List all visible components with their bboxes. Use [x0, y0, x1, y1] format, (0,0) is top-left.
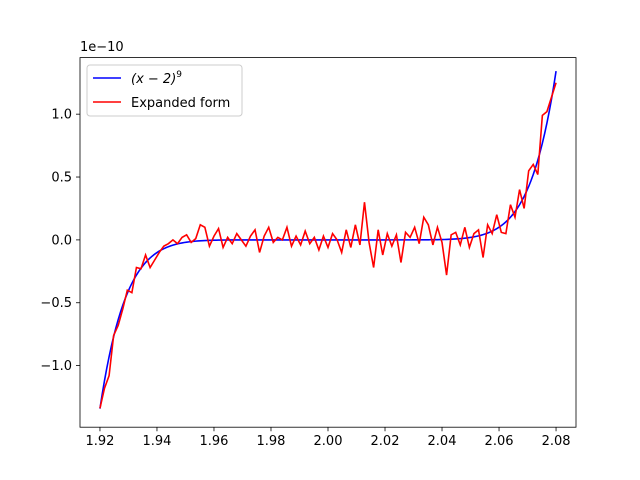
x-tick-label: 1.94 — [142, 434, 171, 449]
y-tick-label: −1.0 — [40, 359, 72, 374]
legend: (x − 2)9 Expanded form — [86, 64, 243, 117]
y-tick-label: −0.5 — [40, 296, 72, 311]
y-tick-label: 0.0 — [51, 233, 72, 248]
x-tick-label: 2.08 — [542, 434, 571, 449]
plot-lines — [99, 71, 557, 409]
x-tick-label: 1.98 — [257, 434, 286, 449]
x-tick-label: 2.00 — [314, 434, 343, 449]
series-line-expanded-form — [99, 82, 557, 409]
legend-label-power-form: (x − 2)9 — [131, 70, 182, 87]
x-tick-label: 1.92 — [85, 434, 114, 449]
x-tick-label: 2.02 — [371, 434, 400, 449]
x-tick-label: 1.96 — [200, 434, 229, 449]
y-tick-label: 1.0 — [51, 108, 72, 123]
x-tick-label: 2.06 — [485, 434, 514, 449]
legend-box — [86, 64, 243, 117]
y-axis-ticks: −1.0 −0.5 0.0 0.5 1.0 — [40, 108, 80, 374]
x-tick-label: 2.04 — [428, 434, 457, 449]
legend-label-expanded-form: Expanded form — [131, 96, 230, 111]
y-axis-scale-label: 1e−10 — [80, 40, 124, 55]
y-tick-label: 0.5 — [51, 171, 72, 186]
x-axis-ticks: 1.92 1.94 1.96 1.98 2.00 2.02 2.04 2.06 2.08 — [85, 427, 571, 449]
